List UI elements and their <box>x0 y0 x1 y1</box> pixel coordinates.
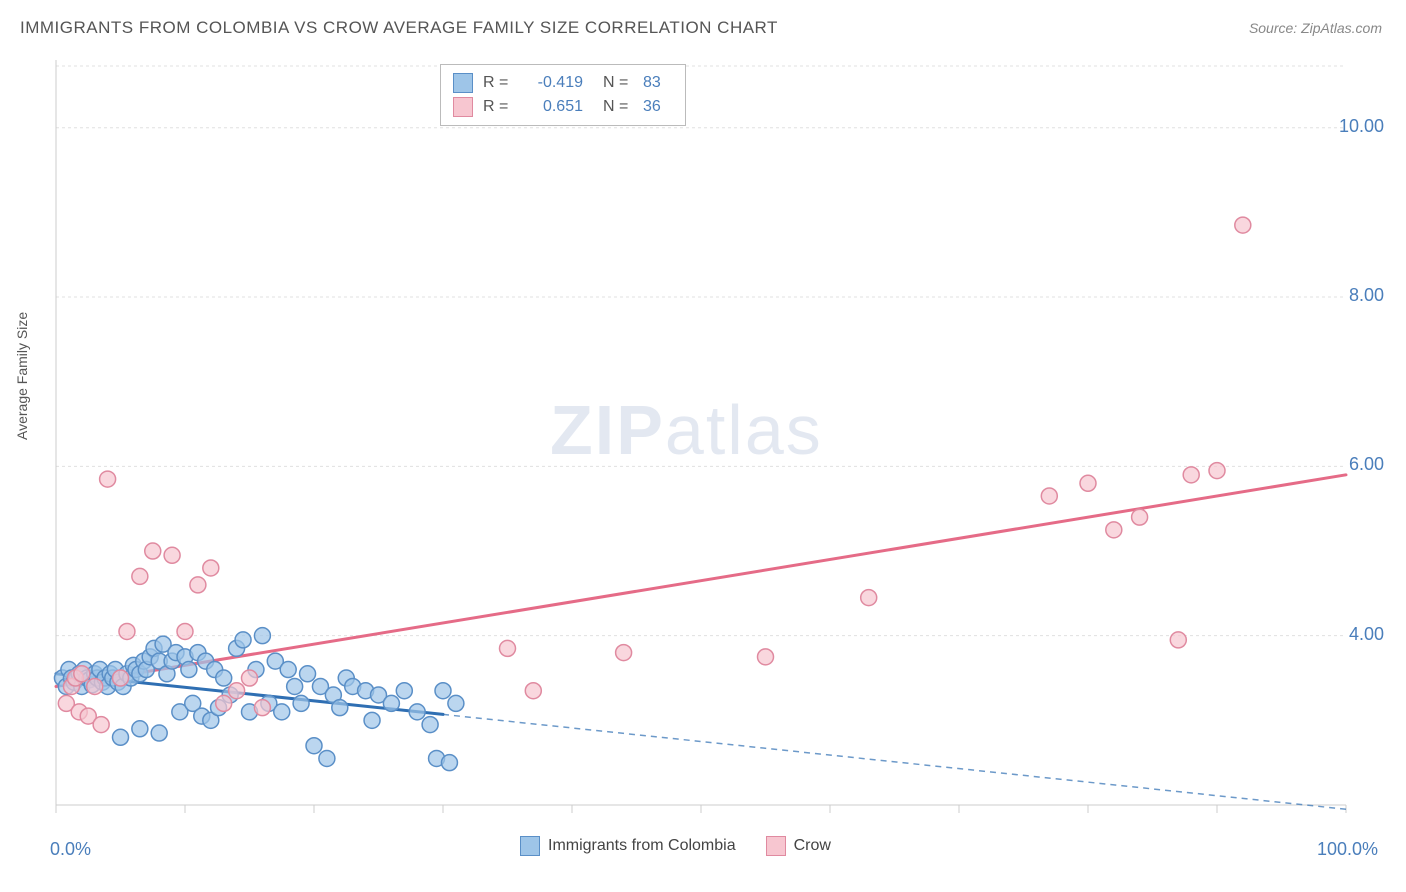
legend-swatch <box>453 73 473 93</box>
legend-top-row: R = 0.651 N = 36 <box>453 95 673 119</box>
ytick-label: 10.00 <box>1339 116 1384 137</box>
r-label: R = <box>483 74 513 92</box>
r-value: 0.651 <box>523 98 583 116</box>
legend-swatch <box>453 97 473 117</box>
yaxis-label: Average Family Size <box>14 312 30 440</box>
legend-swatch <box>766 836 786 856</box>
xaxis-max-label: 100.0% <box>1317 839 1378 860</box>
legend-swatch <box>520 836 540 856</box>
legend-label: Crow <box>794 837 831 855</box>
source-attribution: Source: ZipAtlas.com <box>1249 20 1382 36</box>
r-value: -0.419 <box>523 74 583 92</box>
n-value: 83 <box>643 74 673 92</box>
chart-title: IMMIGRANTS FROM COLOMBIA VS CROW AVERAGE… <box>20 18 778 38</box>
chart-plot-area <box>46 60 1366 820</box>
n-label: N = <box>603 98 633 116</box>
ytick-label: 4.00 <box>1349 624 1384 645</box>
legend-top-row: R = -0.419 N = 83 <box>453 71 673 95</box>
scatter-chart-svg <box>46 60 1366 820</box>
r-label: R = <box>483 98 513 116</box>
ytick-label: 8.00 <box>1349 285 1384 306</box>
legend-bottom-item: Crow <box>766 836 831 856</box>
correlation-legend: R = -0.419 N = 83 R = 0.651 N = 36 <box>440 64 686 126</box>
xaxis-min-label: 0.0% <box>50 839 91 860</box>
legend-label: Immigrants from Colombia <box>548 837 736 855</box>
series-legend: Immigrants from Colombia Crow <box>520 836 831 856</box>
legend-bottom-item: Immigrants from Colombia <box>520 836 736 856</box>
ytick-label: 6.00 <box>1349 454 1384 475</box>
n-value: 36 <box>643 98 673 116</box>
n-label: N = <box>603 74 633 92</box>
